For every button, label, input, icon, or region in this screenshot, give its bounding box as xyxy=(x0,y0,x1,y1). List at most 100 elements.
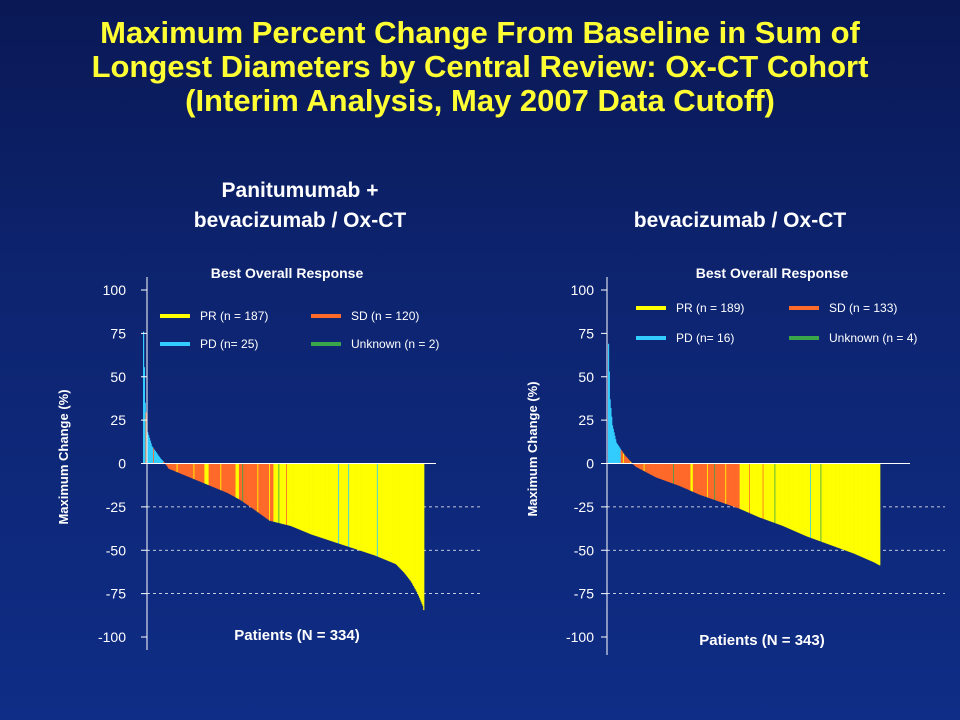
right-bar xyxy=(856,463,858,555)
right-bar xyxy=(696,463,698,494)
right-bar xyxy=(866,463,868,560)
left-bar xyxy=(259,463,262,515)
right-legend-label-unknown: Unknown (n = 4) xyxy=(829,331,917,345)
right-bar xyxy=(699,463,702,496)
right-bar xyxy=(719,463,721,502)
right-bar xyxy=(815,463,817,540)
left-bar xyxy=(293,463,295,528)
left-y-tick-label: -100 xyxy=(98,629,126,645)
right-bar xyxy=(745,463,748,512)
left-bar xyxy=(407,463,409,578)
left-bar xyxy=(327,463,329,540)
right-bar xyxy=(685,463,687,489)
right-bar xyxy=(654,463,656,477)
right-bar xyxy=(662,463,664,480)
left-bar xyxy=(169,463,171,470)
left-bar xyxy=(360,463,363,552)
left-bar xyxy=(322,463,324,539)
left-bar xyxy=(307,463,310,534)
left-bar xyxy=(248,463,250,506)
right-bar xyxy=(653,463,655,477)
left-bar xyxy=(406,463,408,577)
left-bar xyxy=(403,463,405,573)
left-bar xyxy=(328,463,330,541)
left-bar xyxy=(185,463,187,476)
left-bar xyxy=(237,463,239,499)
left-bar xyxy=(356,463,358,550)
left-bars xyxy=(143,331,425,611)
left-legend-label-unknown: Unknown (n = 2) xyxy=(351,337,439,351)
right-panel-title: bevacizumab / Ox-CT xyxy=(570,206,910,236)
left-bar xyxy=(250,463,252,508)
right-bar xyxy=(615,442,618,464)
left-bar xyxy=(365,463,367,553)
right-bar xyxy=(742,463,744,510)
left-bar xyxy=(217,463,219,489)
right-bar xyxy=(845,463,847,551)
right-bar xyxy=(648,463,650,474)
right-bar xyxy=(649,463,651,475)
right-bar xyxy=(775,463,777,524)
right-bar xyxy=(784,463,786,527)
right-bar xyxy=(753,463,756,516)
right-bar xyxy=(730,463,733,506)
slide-title-line-2: Longest Diameters by Central Review: Ox-… xyxy=(91,49,869,84)
left-bar xyxy=(411,463,413,583)
right-bar xyxy=(753,463,755,515)
right-bar xyxy=(824,463,826,544)
right-bar xyxy=(608,371,610,464)
right-bar xyxy=(790,463,792,530)
right-bar xyxy=(765,463,767,520)
left-bar xyxy=(405,463,407,575)
left-bar xyxy=(231,463,233,496)
left-bar xyxy=(190,463,192,478)
right-bar xyxy=(857,463,859,556)
left-bar xyxy=(149,440,151,464)
right-bar xyxy=(784,463,786,527)
left-bar xyxy=(310,463,312,535)
right-bar xyxy=(783,463,785,527)
left-bar xyxy=(324,463,326,540)
right-bar xyxy=(638,463,641,469)
left-bar xyxy=(381,463,384,559)
left-y-tick-label: -25 xyxy=(106,499,126,515)
right-bar xyxy=(755,463,757,516)
right-bar xyxy=(749,463,751,514)
left-bar xyxy=(264,463,267,518)
right-bar xyxy=(818,463,820,541)
left-bar xyxy=(145,412,147,464)
right-bar xyxy=(840,463,842,549)
right-bar xyxy=(860,463,863,557)
right-bar xyxy=(620,449,622,464)
right-bar xyxy=(696,463,698,494)
right-bar xyxy=(862,463,864,558)
left-bar xyxy=(380,463,382,558)
left-bar xyxy=(340,463,342,545)
left-bar xyxy=(147,432,149,464)
right-bar xyxy=(747,463,749,513)
left-bar xyxy=(202,463,204,483)
left-bar xyxy=(342,463,344,545)
left-bar xyxy=(182,463,184,475)
right-bar xyxy=(877,463,879,565)
right-bar xyxy=(803,463,805,535)
left-bar xyxy=(238,463,241,500)
left-bar xyxy=(334,463,337,543)
right-bar xyxy=(692,463,694,492)
right-bar xyxy=(724,463,726,504)
left-bar xyxy=(299,463,301,530)
left-legend-swatch-pr xyxy=(160,314,190,318)
right-bar xyxy=(727,463,729,505)
left-bar xyxy=(364,463,366,553)
right-bar xyxy=(872,463,874,562)
left-bar xyxy=(166,463,168,467)
right-bar xyxy=(872,463,874,563)
left-bar xyxy=(316,463,318,537)
right-bar xyxy=(842,463,844,550)
right-bar xyxy=(822,463,825,543)
left-bar xyxy=(203,463,205,484)
left-bar xyxy=(292,463,294,527)
left-bar xyxy=(263,463,265,517)
left-bar xyxy=(158,455,160,464)
